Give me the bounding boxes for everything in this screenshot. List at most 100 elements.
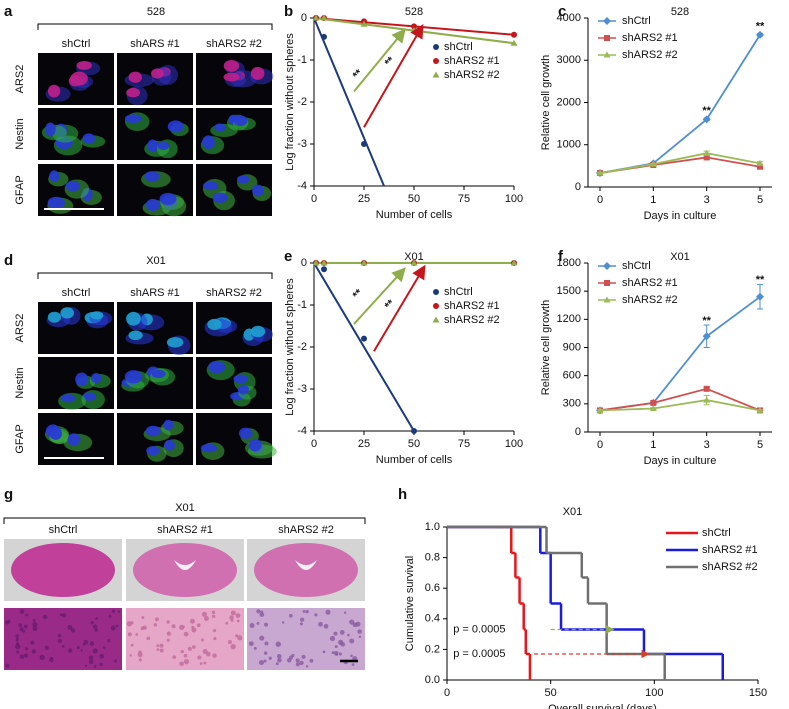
nucleus	[45, 122, 56, 137]
cell-dot	[227, 640, 232, 645]
cell-dot	[289, 655, 293, 660]
panel-letter: h	[398, 486, 407, 503]
cell-dot	[352, 622, 358, 628]
y-tick-label: 2000	[557, 96, 581, 108]
cell-dot	[206, 651, 211, 657]
cell-dot	[159, 643, 164, 648]
column-label: shARS2 #2	[206, 38, 262, 50]
cell-dot	[323, 623, 329, 629]
x-tick-label: 50	[408, 438, 420, 450]
y-axis-label: Relative cell growth	[540, 300, 552, 395]
legend-marker	[433, 58, 439, 64]
x-tick-label: 50	[408, 193, 420, 205]
cell-dot	[67, 625, 73, 630]
nucleus	[237, 384, 249, 395]
cell-dot	[230, 610, 236, 616]
column-label: shARS #1	[130, 38, 180, 50]
nucleus	[167, 120, 184, 133]
cell-dot	[211, 610, 216, 615]
cell-dot	[302, 610, 306, 613]
x-tick-label: 50	[545, 687, 557, 699]
cell-dot	[275, 662, 279, 666]
nucleus	[252, 184, 264, 197]
cell-dot	[23, 624, 28, 629]
chart-title: X01	[563, 506, 583, 518]
legend-label: shARS2 #2	[444, 314, 500, 326]
annotation: **	[351, 287, 366, 302]
arrow	[363, 23, 424, 128]
cell-dot	[334, 645, 338, 649]
cell-dot	[333, 631, 338, 636]
cell-dot	[235, 613, 241, 619]
cell-dot	[89, 641, 95, 646]
legend-label: shARS2 #2	[702, 561, 758, 573]
x-tick-label: 1	[650, 439, 656, 451]
cell-dot	[88, 655, 94, 661]
cell-dot	[268, 656, 272, 660]
nucleus	[145, 425, 161, 437]
y-tick-label: 1.0	[425, 521, 440, 533]
cell-dot	[191, 625, 195, 629]
row-label: ARS2	[14, 65, 26, 94]
cell-dot	[212, 653, 217, 658]
cell-dot	[329, 635, 336, 642]
x-axis-label: Days in culture	[644, 210, 717, 222]
nucleus	[67, 433, 81, 446]
y-tick-label: -2	[297, 341, 307, 353]
point	[703, 154, 710, 161]
row-label: GFAP	[14, 175, 26, 204]
x-tick-label: 75	[458, 193, 470, 205]
cell-dot	[99, 653, 105, 659]
y-tick-label: 1500	[557, 285, 581, 297]
cell-dot	[343, 611, 347, 614]
y-tick-label: -1	[297, 54, 307, 66]
x-axis-label: Overall survival (days)	[548, 703, 657, 709]
axes	[313, 263, 514, 432]
legend-label: shARS2 #2	[622, 294, 678, 306]
cell-dot	[18, 623, 23, 628]
cell-dot	[264, 622, 269, 627]
legend-marker	[603, 17, 611, 25]
x-tick-label: 0	[311, 193, 317, 205]
y-axis-label: Relative cell growth	[540, 55, 552, 150]
nucleus	[49, 170, 60, 182]
x-tick-label: 0	[444, 687, 450, 699]
cell-dot	[84, 664, 88, 668]
y-tick-label: 1000	[557, 139, 581, 151]
nucleus	[151, 68, 164, 79]
nucleus	[47, 196, 65, 209]
y-tick-label: 0	[575, 426, 581, 438]
cell-dot	[31, 649, 37, 654]
cell-dot	[229, 615, 234, 620]
point	[703, 396, 711, 403]
annotation: **	[756, 274, 765, 286]
nucleus	[90, 311, 104, 320]
column-label: shCtrl	[49, 524, 78, 536]
panel-letter: c	[558, 3, 566, 20]
y-axis-label: Log fraction without spheres	[284, 278, 296, 416]
x-axis-label: Number of cells	[376, 454, 453, 466]
cell-dot	[39, 654, 45, 661]
cell-dot	[258, 660, 264, 666]
cell-dot	[281, 621, 285, 624]
cell-dot	[340, 642, 346, 647]
x-tick-label: 0	[597, 439, 603, 451]
cell-dot	[92, 624, 98, 629]
nucleus	[164, 439, 175, 451]
cell-dot	[172, 655, 177, 659]
cell-dot	[108, 614, 112, 618]
nucleus	[208, 360, 226, 374]
cell-dot	[5, 663, 10, 668]
annotation: **	[383, 54, 398, 69]
point	[312, 14, 320, 21]
nucleus	[124, 370, 143, 384]
cell-dot	[130, 643, 134, 647]
cell-dot	[70, 628, 76, 633]
cell-dot	[236, 619, 240, 623]
x-tick-label: 0	[597, 194, 603, 206]
legend-marker	[433, 303, 439, 309]
cell-dot	[276, 653, 282, 659]
cell-dot	[93, 665, 97, 668]
point	[596, 406, 604, 413]
cell-dot	[99, 662, 103, 667]
